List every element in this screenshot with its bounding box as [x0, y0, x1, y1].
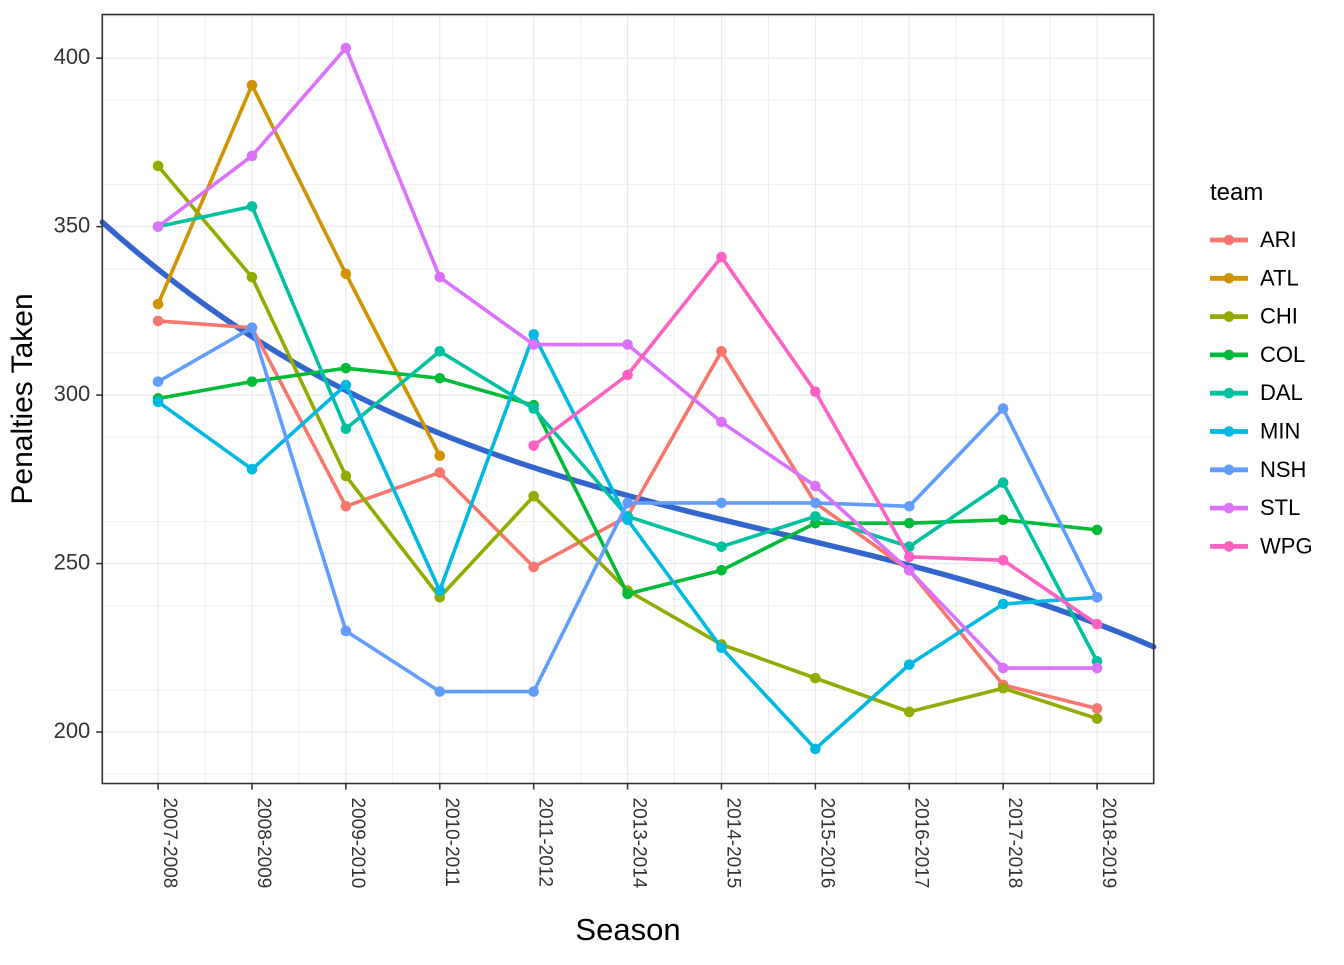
svg-text:STL: STL — [1260, 495, 1300, 520]
svg-text:team: team — [1210, 179, 1263, 206]
svg-text:CHI: CHI — [1260, 304, 1298, 329]
svg-text:200: 200 — [54, 718, 91, 743]
svg-text:Season: Season — [575, 912, 680, 947]
svg-text:Penalties Taken: Penalties Taken — [6, 293, 39, 504]
svg-text:2013-2014: 2013-2014 — [629, 798, 650, 889]
svg-text:COL: COL — [1260, 342, 1305, 367]
svg-text:2007-2008: 2007-2008 — [159, 798, 180, 889]
svg-text:MIN: MIN — [1260, 419, 1300, 444]
svg-text:2017-2018: 2017-2018 — [1004, 798, 1025, 889]
svg-text:250: 250 — [54, 550, 91, 575]
svg-text:2016-2017: 2016-2017 — [910, 798, 931, 889]
svg-text:ATL: ATL — [1260, 265, 1299, 290]
svg-text:400: 400 — [54, 44, 91, 69]
svg-text:DAL: DAL — [1260, 380, 1303, 405]
svg-text:NSH: NSH — [1260, 457, 1306, 482]
svg-text:350: 350 — [54, 213, 91, 238]
svg-text:2009-2010: 2009-2010 — [347, 798, 368, 889]
svg-text:2010-2011: 2010-2011 — [441, 798, 462, 887]
svg-text:2008-2009: 2008-2009 — [253, 798, 274, 889]
svg-text:2014-2015: 2014-2015 — [722, 798, 743, 889]
svg-text:ARI: ARI — [1260, 227, 1297, 252]
svg-text:WPG: WPG — [1260, 533, 1313, 558]
svg-text:300: 300 — [54, 381, 91, 406]
svg-text:2018-2019: 2018-2019 — [1098, 798, 1119, 889]
svg-text:2011-2012: 2011-2012 — [535, 798, 556, 887]
svg-text:2015-2016: 2015-2016 — [816, 798, 837, 889]
